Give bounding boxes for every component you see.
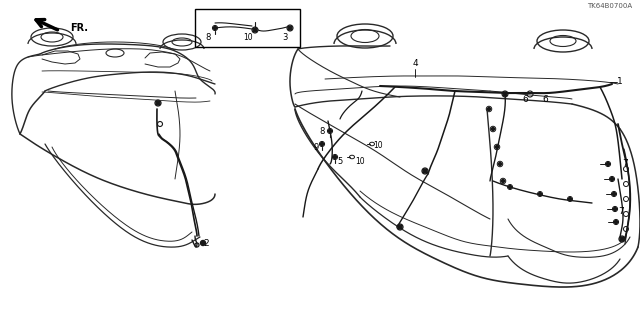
Circle shape [214,26,216,29]
Text: 2: 2 [203,240,209,249]
Circle shape [614,220,618,224]
Text: 7: 7 [618,206,624,216]
Ellipse shape [538,191,543,197]
Text: 5: 5 [337,157,342,166]
Ellipse shape [287,25,293,31]
Text: 10: 10 [243,33,253,42]
Circle shape [423,169,427,173]
Ellipse shape [623,167,628,172]
Ellipse shape [195,243,199,247]
Circle shape [321,143,323,145]
Circle shape [253,28,257,32]
Ellipse shape [609,176,614,182]
Ellipse shape [500,178,506,184]
Circle shape [568,197,572,201]
Circle shape [156,101,160,105]
Circle shape [398,225,402,229]
Bar [195,9,300,47]
Circle shape [502,180,504,182]
Ellipse shape [422,168,428,174]
Circle shape [538,192,541,196]
Text: 9: 9 [314,143,319,152]
Circle shape [200,241,205,246]
Circle shape [492,128,495,130]
Ellipse shape [614,219,618,225]
Ellipse shape [157,122,163,127]
Circle shape [328,130,332,132]
Circle shape [612,192,616,196]
Ellipse shape [508,184,513,189]
Text: 8: 8 [319,127,324,136]
Circle shape [333,155,337,159]
Circle shape [495,145,499,149]
Text: 3: 3 [282,33,288,42]
Ellipse shape [623,211,628,217]
Ellipse shape [502,91,508,97]
Circle shape [607,162,609,166]
Circle shape [503,92,507,96]
Ellipse shape [494,144,500,150]
Text: 6: 6 [542,94,548,103]
Text: 8: 8 [205,33,211,41]
Ellipse shape [612,206,618,211]
Ellipse shape [497,161,503,167]
Circle shape [488,108,490,110]
Ellipse shape [252,27,258,33]
Text: 7: 7 [622,160,628,168]
Circle shape [509,186,511,189]
Text: 10: 10 [373,142,383,151]
Circle shape [614,207,616,211]
Circle shape [620,237,624,241]
Ellipse shape [155,100,161,106]
Ellipse shape [369,142,374,146]
Ellipse shape [527,91,533,97]
Circle shape [611,177,614,181]
Circle shape [288,26,292,30]
Ellipse shape [349,155,355,159]
Ellipse shape [605,161,611,167]
Ellipse shape [568,197,573,202]
Ellipse shape [623,197,628,202]
Circle shape [499,162,502,166]
Text: 10: 10 [355,157,365,166]
Ellipse shape [623,182,628,187]
Text: FR.: FR. [70,23,88,33]
Ellipse shape [486,106,492,112]
Text: 4: 4 [412,60,418,69]
Text: TK64B0700A: TK64B0700A [587,3,632,9]
Text: 1: 1 [617,78,623,86]
Ellipse shape [611,191,616,197]
Ellipse shape [397,224,403,230]
Ellipse shape [619,236,625,242]
Text: 6: 6 [522,94,528,103]
Ellipse shape [623,226,628,232]
Ellipse shape [490,126,496,132]
